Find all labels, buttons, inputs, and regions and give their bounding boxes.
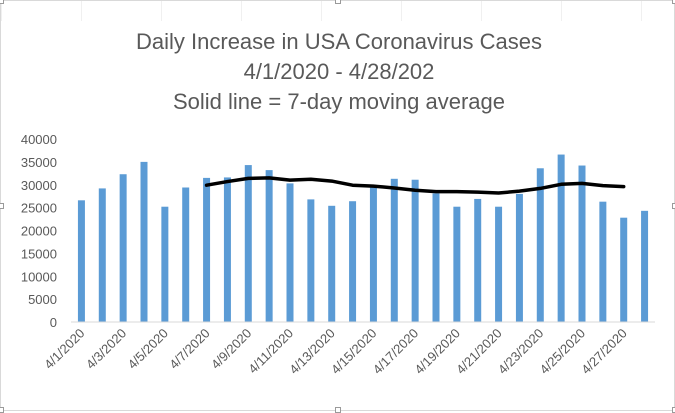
bar (140, 161, 148, 323)
y-tick-label: 35000 (21, 155, 57, 170)
resize-handle-middle-left[interactable] (0, 203, 4, 209)
y-tick-label: 20000 (21, 224, 57, 239)
y-tick-label: 30000 (21, 178, 57, 193)
y-tick-label: 25000 (21, 201, 57, 216)
x-tick-label: 4/7/2020 (166, 326, 212, 372)
bar (578, 165, 586, 322)
resize-handle-middle-right[interactable] (672, 203, 675, 209)
bar (369, 187, 377, 322)
y-tick-label: 5000 (28, 292, 57, 307)
y-tick-label: 0 (50, 315, 57, 330)
chart-title-line-2: 4/1/2020 - 4/28/202 (244, 59, 435, 84)
bar (349, 201, 357, 322)
bar (495, 206, 503, 322)
y-axis-tick-labels: 0 5000 10000 15000 20000 25000 30000 35000 40000 (21, 132, 57, 330)
chart-title-line-3: Solid line = 7-day moving average (173, 89, 505, 114)
bar (77, 200, 85, 322)
bar (641, 210, 649, 322)
x-tick-label: 4/1/2020 (41, 326, 87, 372)
bar (265, 170, 273, 322)
bar (536, 168, 544, 322)
resize-handle-top-left[interactable] (0, 0, 4, 4)
bar (557, 154, 565, 322)
bar (411, 179, 419, 322)
bar (203, 177, 211, 322)
moving-average-line (204, 176, 626, 195)
chart-title-line-1: Daily Increase in USA Coronavirus Cases (136, 29, 542, 54)
bar (599, 201, 607, 322)
bar (307, 199, 315, 322)
x-axis-tick-labels: 4/1/20204/3/20204/5/20204/7/20204/9/2020… (41, 326, 630, 378)
bar (119, 174, 127, 322)
bar (286, 183, 294, 322)
resize-handle-top-center[interactable] (335, 0, 341, 4)
x-tick-label: 4/3/2020 (83, 326, 129, 372)
bar (223, 177, 231, 322)
bar (182, 187, 190, 322)
bar (98, 188, 106, 322)
bar (328, 205, 336, 322)
x-tick-label: 4/27/2020 (578, 326, 630, 378)
bar (474, 198, 482, 322)
bar (161, 206, 169, 322)
sheet-gridlines (1, 1, 675, 21)
bar (453, 206, 461, 322)
y-tick-label: 10000 (21, 269, 57, 284)
bar (390, 178, 398, 322)
y-tick-label: 15000 (21, 246, 57, 261)
bar-series (77, 154, 649, 323)
bar (432, 193, 440, 322)
bar (244, 165, 252, 322)
bar (515, 193, 523, 322)
x-tick-label: 4/5/2020 (125, 326, 171, 372)
bar (620, 217, 628, 322)
y-tick-label: 40000 (21, 132, 57, 147)
resize-handle-top-right[interactable] (672, 0, 675, 4)
